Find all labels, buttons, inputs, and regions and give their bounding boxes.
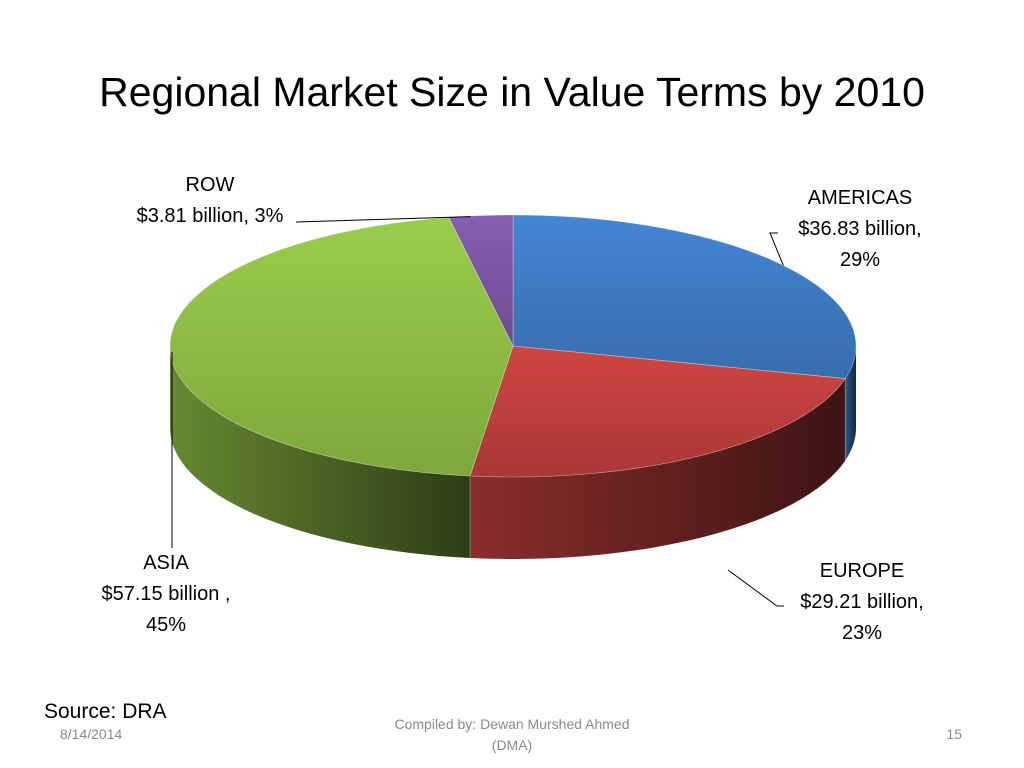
pie-tops xyxy=(169,214,857,478)
pie-slice-asia xyxy=(169,216,514,477)
data-label-europe: EUROPE $29.21 billion, 23% xyxy=(762,556,962,649)
data-label-americas-name: AMERICAS xyxy=(807,187,913,209)
pie-side-europe xyxy=(470,378,846,559)
data-label-row-name: ROW xyxy=(185,174,235,196)
pie-sides xyxy=(170,346,856,559)
pie-side-americas xyxy=(845,346,856,461)
data-label-europe-percent: 23% xyxy=(841,622,883,644)
footer-page-number: 15 xyxy=(946,726,962,742)
data-label-europe-name: EUROPE xyxy=(819,560,905,582)
data-label-asia: ASIA $57.15 billion , 45% xyxy=(66,548,266,641)
data-label-americas-value: $36.83 billion, xyxy=(798,218,922,240)
pie-slice-americas xyxy=(512,214,857,379)
footer-compiled-line2: (DMA) xyxy=(491,737,533,753)
source-note: Source: DRA xyxy=(44,700,167,723)
data-label-row: ROW $3.81 billion, 3% xyxy=(110,170,310,232)
data-label-americas-percent: 29% xyxy=(839,249,881,271)
leader-line-europe xyxy=(727,569,784,607)
data-label-row-value: $3.81 billion, 3% xyxy=(136,205,284,227)
pie-side-asia xyxy=(170,346,471,558)
footer-compiled-by: Compiled by: Dewan Murshed Ahmed (DMA) xyxy=(362,714,662,756)
footer-date: 8/14/2014 xyxy=(60,726,123,742)
data-label-asia-value: $57.15 billion , xyxy=(101,583,231,605)
leader-lines xyxy=(171,216,784,607)
data-label-asia-name: ASIA xyxy=(143,552,189,574)
slide-title: Regional Market Size in Value Terms by 2… xyxy=(99,69,925,115)
pie-slice-europe xyxy=(469,345,846,478)
data-label-europe-value: $29.21 billion, xyxy=(800,591,924,613)
data-label-americas: AMERICAS $36.83 billion, 29% xyxy=(760,183,960,276)
leader-line-row xyxy=(295,216,471,223)
footer-compiled-line1: Compiled by: Dewan Murshed Ahmed xyxy=(394,716,630,732)
data-label-asia-percent: 45% xyxy=(145,614,187,636)
leader-line-americas xyxy=(769,232,784,266)
